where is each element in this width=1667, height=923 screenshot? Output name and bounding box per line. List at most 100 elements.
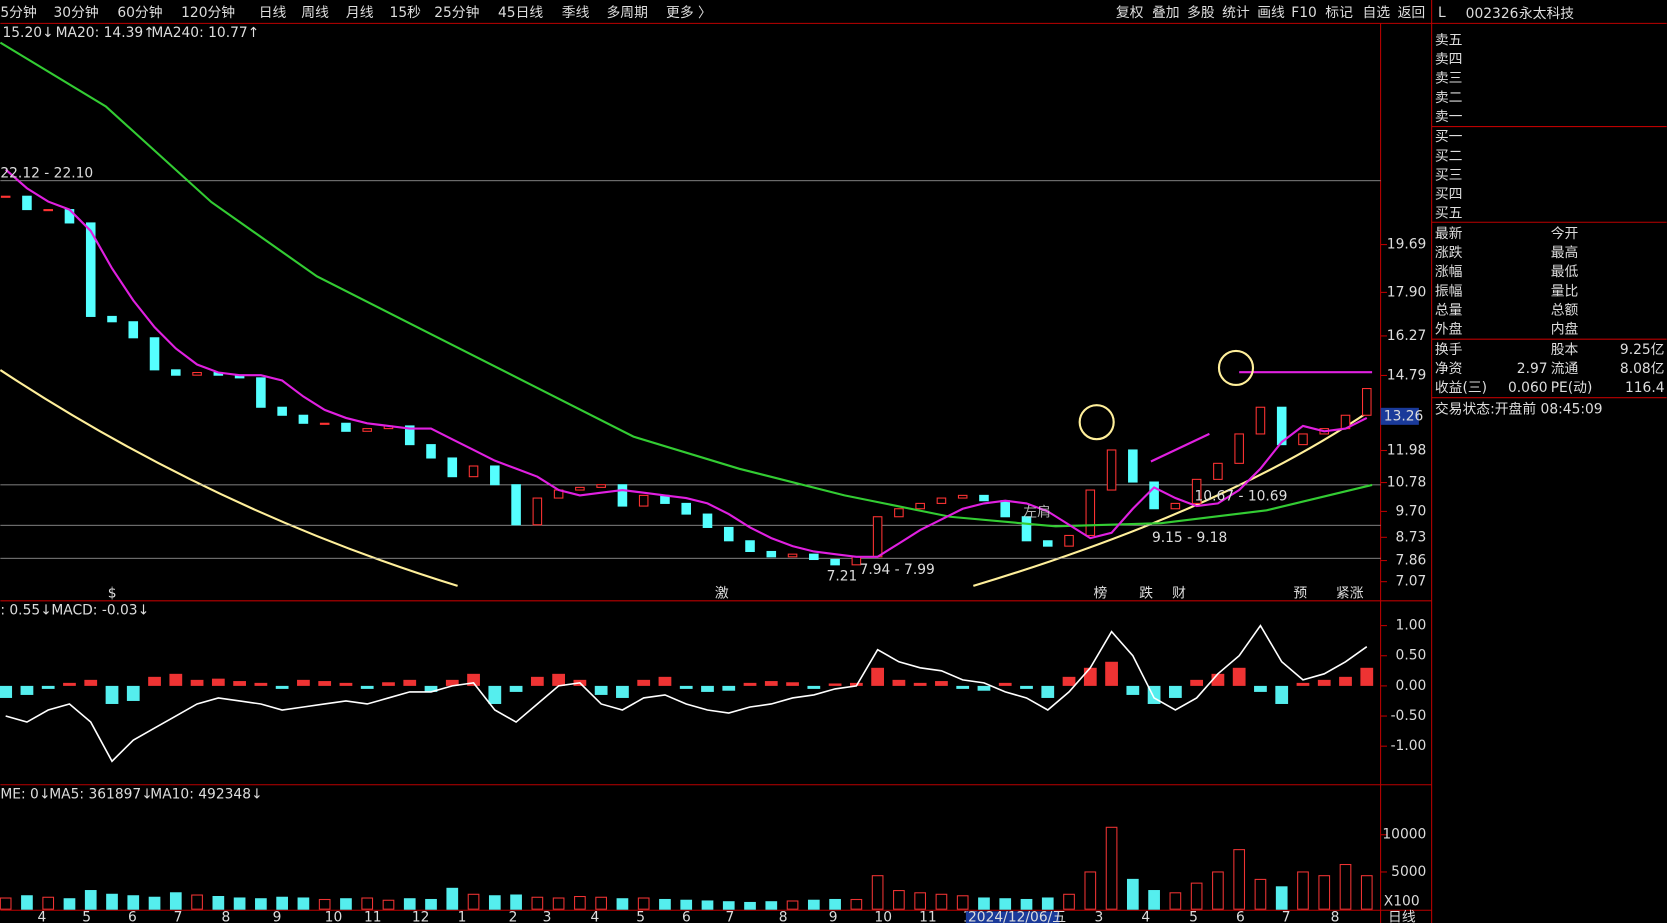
menu-item[interactable]: 日线 [259,5,287,21]
drawn-line [1150,432,1210,463]
annotation: 7.21 [827,568,858,584]
macd-bar [786,682,799,686]
candle [362,428,373,432]
y-tick-label: 14.79 [1387,367,1427,383]
orderbook-label: 买四 [1435,187,1463,203]
menu-item[interactable]: 统计 [1222,5,1250,21]
volume-bar [361,897,374,910]
fundamental: 116.4 [1625,380,1665,396]
menu-item[interactable]: 30分钟 [54,4,99,21]
macd-bar [913,682,927,686]
candle [1298,433,1308,446]
x-tick-label: 11 [919,910,937,923]
candle [192,371,202,376]
x-tick-label: 4 [1141,910,1150,923]
menu-item[interactable]: 25分钟 [434,4,479,21]
stock-name: 永太科技 [1519,6,1574,22]
menu-item[interactable]: 季线 [562,5,590,21]
menu-item[interactable]: 叠加 [1152,5,1180,21]
macd-bar [190,679,204,686]
x-tick-label: 8 [1331,910,1340,923]
quote-label: 最新 [1435,226,1463,242]
macd-bar [935,681,948,686]
volume-bar [0,897,12,910]
menu-item[interactable]: 15秒 [390,5,422,21]
volume-bar [169,892,182,910]
volume-bar [1297,871,1309,910]
volume-bar [1318,875,1331,910]
quote-label: 总量 [1435,303,1463,319]
macd-bar [211,678,225,686]
volume-bar [1339,863,1352,910]
menu-item[interactable]: F10 [1291,5,1317,21]
menu-item[interactable]: 标记 [1325,5,1353,21]
candle [1021,516,1032,542]
volume-bar [21,895,33,910]
menu-item[interactable]: 复权 [1116,4,1144,21]
unit-label: X100 [1384,894,1420,910]
menu-item[interactable]: 60分钟 [117,4,162,21]
period-label: 日线 [1388,910,1416,923]
menu-item[interactable]: 多股 [1187,4,1215,21]
orderbook-label: 卖五 [1435,32,1463,48]
macd-bar [956,685,970,689]
volume-bar [1105,826,1118,910]
macd-bar [871,667,885,686]
menu-item[interactable]: 自选 [1363,5,1391,21]
macd-bar [807,685,821,689]
volume-bar [276,896,288,910]
candle [915,502,925,510]
event-marker: $ [108,585,117,601]
x-tick-label: 2 [509,910,518,923]
macd-bar [594,685,608,695]
candle [22,195,32,211]
volume-bar [1275,886,1288,910]
menu-item[interactable]: 月线 [346,5,374,21]
x-tick-label: 7 [174,910,183,923]
macd-bar [1360,667,1374,686]
macd-bar [1041,685,1055,698]
macd-bar [233,681,246,686]
quote-label: 总额 [1551,303,1579,319]
candle [1085,489,1096,536]
menu-item[interactable]: 画线 [1257,5,1285,21]
candle [575,486,585,491]
menu-item[interactable]: 45日线 [498,5,543,21]
candle [1170,502,1181,510]
candle [0,195,11,198]
menu-item[interactable]: 返回 [1398,5,1426,21]
market: L [1438,5,1446,21]
macd-bar [445,679,459,686]
quote-label: 涨幅 [1435,264,1463,280]
menu-item[interactable]: 周线 [301,5,329,21]
fundamental: 净资 [1435,361,1463,377]
macd-bar [530,676,544,686]
volume-bar [1212,871,1224,910]
candle [894,508,904,518]
legend: 15.20↓ [2,25,53,41]
menu-item[interactable]: 120分钟 [181,4,235,21]
candle [681,502,692,515]
macd-bar [297,679,310,686]
stock-code: 002326 [1466,6,1519,22]
fundamental: 2.97 [1517,361,1548,377]
macd-bar [105,685,119,704]
menu-item[interactable]: 5分钟 [0,4,36,21]
volume-bar [595,896,608,910]
volume-bar [148,896,161,910]
y-tick-label: 9.70 [1396,503,1427,519]
volume-bar [318,898,331,910]
volume-bar [42,896,55,910]
candle [277,406,287,416]
volume-bar [1169,892,1182,910]
menu-item[interactable]: 多周期 [606,4,647,21]
volume-bar [1190,882,1203,910]
menu-item[interactable]: 更多 〉 [666,4,712,21]
x-tick-label: 6 [682,910,691,923]
macd-bar [63,682,76,686]
volume-bar [999,898,1012,910]
macd-bar [1126,685,1140,695]
volume-bar [574,895,586,910]
legend: MA10: 492348↓ [150,786,262,802]
macd-bar [318,681,332,686]
